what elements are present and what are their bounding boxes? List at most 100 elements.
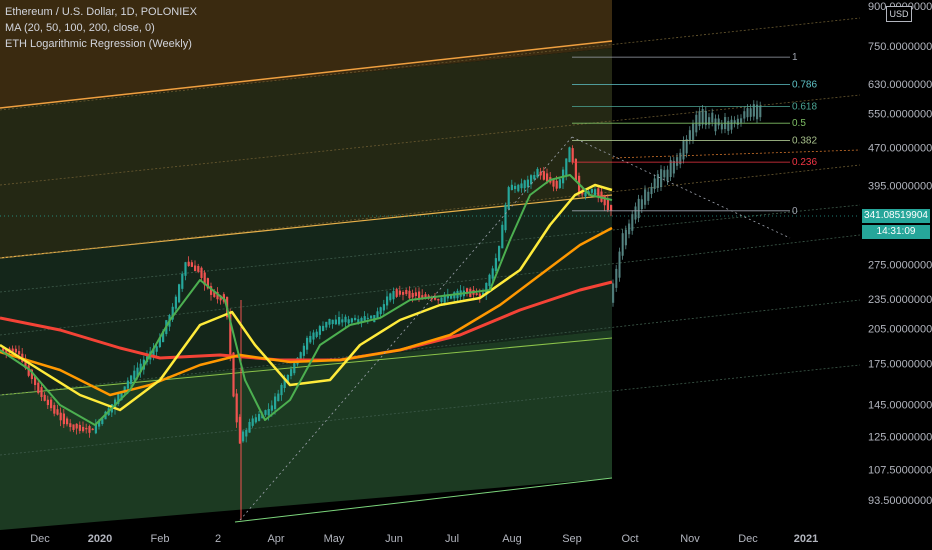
band-top xyxy=(0,0,612,108)
candle xyxy=(526,179,529,188)
candle xyxy=(306,337,309,350)
ma100-line xyxy=(0,226,613,397)
regression-ext-line xyxy=(0,94,861,186)
candle xyxy=(200,267,203,278)
regression-mid-line xyxy=(0,337,613,396)
projection-candle xyxy=(653,178,656,189)
price-tick-label: 750.00000000 xyxy=(868,41,932,53)
projection-candle xyxy=(669,160,672,177)
fib-level-label: 1 xyxy=(792,52,798,63)
time-tick-label: Aug xyxy=(502,533,522,545)
candle xyxy=(248,421,251,433)
candle xyxy=(318,326,321,335)
candle xyxy=(328,318,331,325)
time-tick-label: 2020 xyxy=(88,533,112,545)
candle xyxy=(88,426,91,433)
projection-candle xyxy=(634,206,637,220)
candle xyxy=(536,168,539,178)
candle xyxy=(152,348,155,356)
ma-indicator-label[interactable]: MA (20, 50, 100, 200, close, 0) xyxy=(5,22,155,34)
candle xyxy=(82,426,85,432)
regression-upper-line xyxy=(0,194,613,259)
candle xyxy=(555,180,558,189)
candle xyxy=(392,291,395,300)
projection-candle xyxy=(717,118,720,126)
candle xyxy=(40,387,43,398)
candle xyxy=(331,319,334,325)
projection-candle xyxy=(660,169,663,188)
candle xyxy=(174,296,177,309)
regression-indicator-label[interactable]: ETH Logarithmic Regression (Weekly) xyxy=(5,38,192,50)
candle xyxy=(187,261,190,267)
regression-bands xyxy=(0,0,860,530)
candle xyxy=(405,290,408,295)
projection-candle xyxy=(644,189,647,205)
candle xyxy=(190,262,193,267)
candle xyxy=(478,293,481,298)
candle xyxy=(584,192,587,197)
candle xyxy=(382,304,385,311)
candle xyxy=(590,188,593,193)
price-tick-label: 175.00000000 xyxy=(868,358,932,370)
candle xyxy=(360,317,363,323)
candle xyxy=(501,224,504,249)
fib-level-label: 0.236 xyxy=(792,157,817,168)
candle xyxy=(254,417,257,423)
projection-candle xyxy=(640,199,643,210)
regression-ext-line xyxy=(611,149,861,159)
candle xyxy=(251,418,254,426)
projection-candle xyxy=(714,118,717,132)
projection-candle xyxy=(631,214,634,231)
chart-legend: Ethereum / U.S. Dollar, 1D, POLONIEX MA … xyxy=(5,4,197,52)
candle xyxy=(510,184,513,191)
currency-badge[interactable]: USD xyxy=(886,6,912,22)
candle xyxy=(334,319,337,325)
time-axis[interactable]: Dec 2020 Feb 2 Apr May Jun Jul Aug Sep Oct Nov Dec 20… xyxy=(30,533,818,545)
candle xyxy=(603,195,606,206)
candle xyxy=(50,399,53,409)
projection-candle xyxy=(698,111,701,127)
candle xyxy=(606,199,609,211)
projection-candle xyxy=(730,119,733,130)
candle xyxy=(123,386,126,394)
candle xyxy=(34,376,37,386)
candle xyxy=(72,424,75,430)
candle xyxy=(520,183,523,189)
projection-candle xyxy=(679,152,682,165)
candle xyxy=(178,284,181,303)
projection-candle xyxy=(704,110,707,126)
candle xyxy=(434,297,437,300)
candle xyxy=(309,335,312,343)
projection-candle xyxy=(711,112,714,123)
candle xyxy=(219,295,222,301)
candle xyxy=(594,189,597,196)
candle xyxy=(485,283,488,296)
time-tick-label: 2 xyxy=(215,533,221,545)
price-tick-label: 93.50000000 xyxy=(868,495,932,507)
projection-candle xyxy=(682,140,685,160)
future-area xyxy=(612,0,860,530)
candle xyxy=(184,262,187,276)
candle xyxy=(59,412,62,421)
candle xyxy=(347,319,350,324)
candle xyxy=(293,361,296,374)
projection-candle xyxy=(663,170,666,178)
fib-level-label: 0.786 xyxy=(792,80,817,91)
projection-candle xyxy=(621,233,624,256)
fib-level-label: 0.618 xyxy=(792,101,817,112)
candle xyxy=(568,147,571,163)
symbol-title[interactable]: Ethereum / U.S. Dollar, 1D, POLONIEX xyxy=(5,6,197,18)
candle xyxy=(363,316,366,321)
time-tick-label: Sep xyxy=(562,533,582,545)
candle xyxy=(46,399,49,406)
candle xyxy=(530,175,533,185)
candle xyxy=(181,273,184,289)
price-tick-label: 205.00000000 xyxy=(868,324,932,336)
projection-candle xyxy=(688,130,691,141)
candle xyxy=(302,345,305,356)
candle xyxy=(402,292,405,295)
candle xyxy=(158,337,161,348)
price-axis[interactable]: 900.00000000750.00000000630.00000000550.… xyxy=(868,1,932,507)
band-upper xyxy=(0,48,612,258)
